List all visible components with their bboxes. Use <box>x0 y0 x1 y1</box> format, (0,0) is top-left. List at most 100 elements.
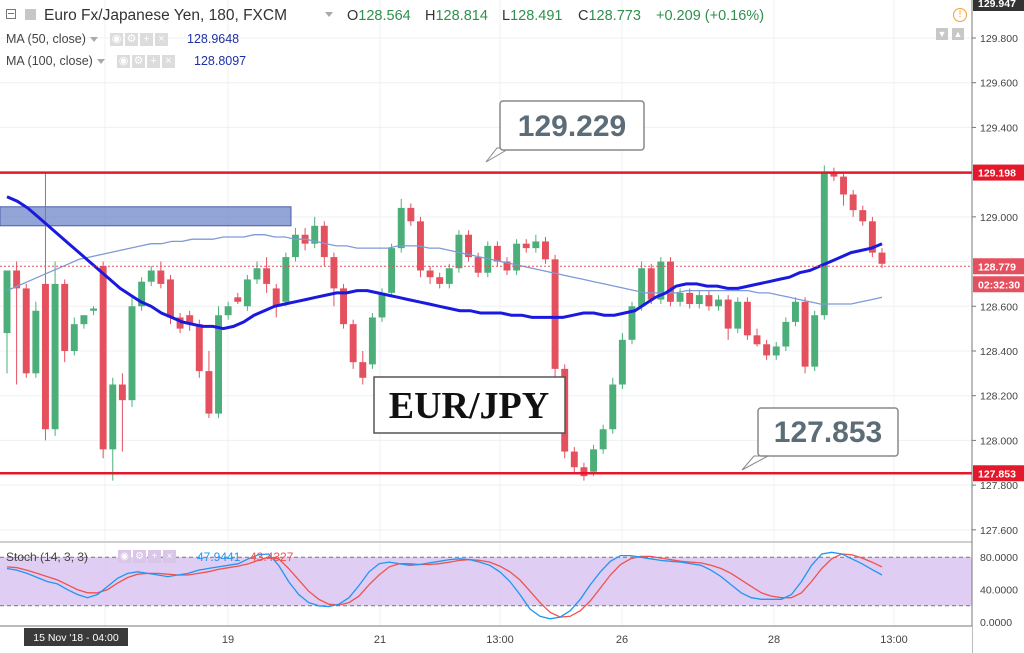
candle-body <box>80 315 88 325</box>
eye-icon[interactable]: ◉ <box>118 550 131 563</box>
gear-icon[interactable]: ⚙ <box>125 33 138 46</box>
scale-buttons: ▼ ▲ <box>936 28 964 40</box>
candle-body <box>32 310 40 374</box>
close-icon[interactable]: × <box>162 55 175 68</box>
candle-body <box>782 321 790 347</box>
candle-body <box>90 308 97 311</box>
price-tick-label: 128.600 <box>980 301 1018 313</box>
candle-body <box>801 301 809 367</box>
close-value: 128.773 <box>588 8 641 24</box>
candle-body <box>42 283 49 430</box>
candle-body <box>599 429 607 450</box>
scale-up-icon[interactable]: ▲ <box>952 28 964 40</box>
candle-body <box>590 449 597 472</box>
candle-body <box>282 257 290 302</box>
ma100-dropdown-icon[interactable] <box>96 59 105 65</box>
price-tick-label: 129.000 <box>980 212 1018 224</box>
eye-icon[interactable]: ◉ <box>117 55 130 68</box>
high-label: H <box>425 8 436 24</box>
candle-body <box>234 297 242 302</box>
candle-body <box>388 248 396 293</box>
crosshair-time-label: 15 Nov '18 - 04:00 <box>33 632 119 644</box>
candle-body <box>811 315 819 367</box>
ma100-label: MA (100, close) <box>6 54 93 68</box>
candle-body <box>840 176 847 195</box>
resistance-callout: 129.229 <box>485 100 645 163</box>
chart-header: Euro Fx/Japanese Yen, 180, FXCM O128.564… <box>0 0 972 30</box>
stoch-d-value: 43.4327 <box>250 550 294 564</box>
plus-icon[interactable]: + <box>148 550 161 563</box>
candle-body <box>820 172 828 316</box>
pair-label-text: EUR/JPY <box>389 385 549 427</box>
candle-body <box>551 259 559 369</box>
price-tag-bg <box>973 164 1024 181</box>
candle-body <box>878 252 886 264</box>
price-tag: 129.198 <box>978 168 1016 180</box>
stoch-legend[interactable]: Stoch (14, 3, 3) <box>6 550 89 564</box>
time-tick-label: 13:00 <box>486 634 514 646</box>
plus-icon[interactable]: + <box>147 55 160 68</box>
candle-body <box>22 288 30 374</box>
candlesticks <box>3 165 886 481</box>
gear-icon[interactable]: ⚙ <box>132 55 145 68</box>
low-value: 128.491 <box>510 8 563 24</box>
candle-body <box>859 210 867 222</box>
time-tick-label: 13:00 <box>880 634 908 646</box>
candle-body <box>532 241 540 249</box>
symbol-dropdown-icon[interactable] <box>325 12 333 17</box>
price-tick-label: 129.400 <box>980 122 1018 134</box>
candle-body <box>253 268 261 280</box>
candle-body <box>436 277 444 284</box>
candle-body <box>667 261 674 302</box>
ma100-line <box>6 234 883 305</box>
candle-body <box>792 301 799 322</box>
candle-body <box>397 207 405 249</box>
candle-body <box>628 306 636 340</box>
time-axis[interactable]: 15 Nov '18 - 04:00 19 21 13:00 26 28 13:00 <box>0 625 972 653</box>
candle-body <box>542 241 549 260</box>
price-tick-label: 129.600 <box>980 78 1018 90</box>
price-tag: 02:32:30 <box>978 279 1020 291</box>
candle-body <box>157 270 165 284</box>
close-icon[interactable]: × <box>163 550 176 563</box>
close-icon[interactable]: × <box>155 33 168 46</box>
candle-body <box>868 221 876 253</box>
high-value: 128.814 <box>435 8 488 24</box>
candle-body <box>570 451 578 468</box>
candle-body <box>426 270 434 278</box>
time-tick-label: 26 <box>616 634 628 646</box>
price-axis[interactable]: 129.947 129.800 129.600 129.400 129.198 129.0… <box>971 0 1024 653</box>
candle-body <box>176 317 184 329</box>
alert-clock-icon[interactable]: ! <box>953 8 967 22</box>
ma100-legend[interactable]: MA (100, close) <box>6 54 105 68</box>
stoch-band <box>0 557 972 606</box>
time-tick-label: 21 <box>374 634 386 646</box>
gear-icon[interactable]: ⚙ <box>133 550 146 563</box>
ohlc-high: H128.814 <box>425 8 488 24</box>
stoch-controls: ◉ ⚙ + × <box>118 550 176 563</box>
price-tag-bg <box>973 276 1024 293</box>
candle-body <box>70 324 78 351</box>
scale-down-icon[interactable]: ▼ <box>936 28 948 40</box>
candle-body <box>695 295 703 305</box>
eye-icon[interactable]: ◉ <box>110 33 123 46</box>
symbol-title[interactable]: Euro Fx/Japanese Yen, 180, FXCM <box>44 7 287 24</box>
candle-body <box>493 245 501 262</box>
ma50-dropdown-icon[interactable] <box>89 37 98 43</box>
candle-body <box>147 270 155 282</box>
stoch-tick-label: 0.0000 <box>980 617 1012 629</box>
candle-body <box>484 245 492 273</box>
time-tick-label: 19 <box>222 634 234 646</box>
candle-body <box>724 299 732 329</box>
collapse-icon[interactable] <box>6 9 16 19</box>
candle-body <box>772 346 780 356</box>
plus-icon[interactable]: + <box>140 33 153 46</box>
resistance-callout-text: 129.229 <box>518 110 626 143</box>
supply-zone <box>0 206 292 227</box>
candle-body <box>186 315 194 325</box>
candle-body <box>830 172 838 177</box>
candle-body <box>272 288 280 307</box>
ma50-legend[interactable]: MA (50, close) <box>6 32 98 46</box>
price-tick-label: 129.800 <box>980 33 1018 45</box>
